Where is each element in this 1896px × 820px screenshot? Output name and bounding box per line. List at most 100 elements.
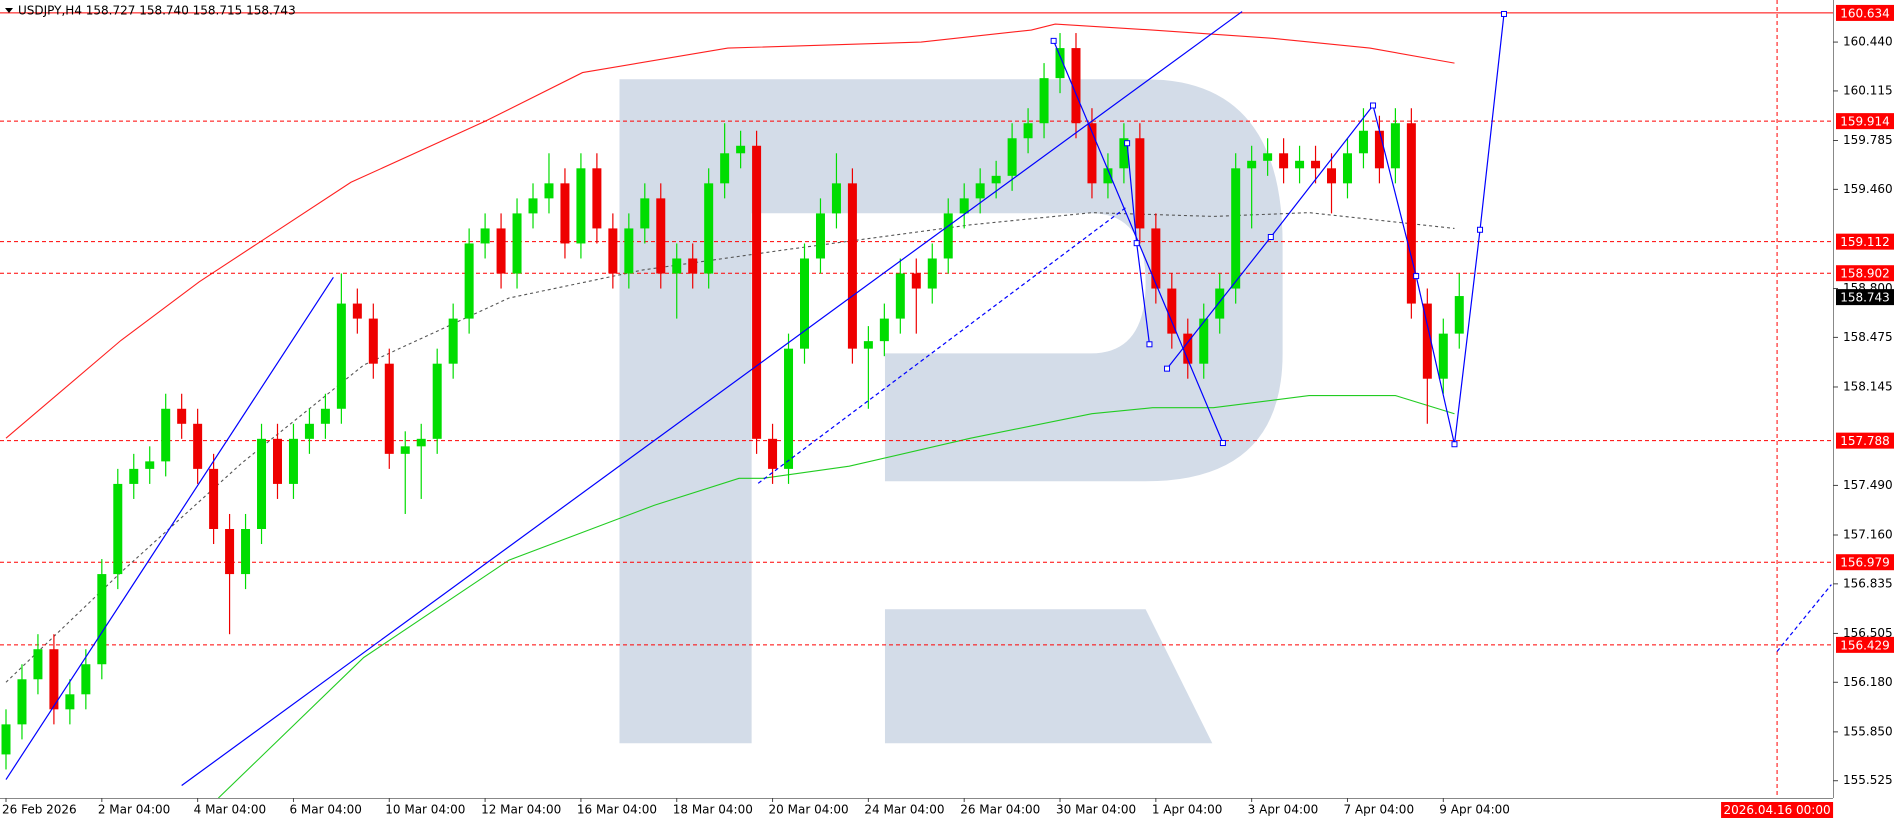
trend-drawing <box>181 11 1243 787</box>
drawing-point <box>1451 441 1458 448</box>
level-label-box <box>1836 554 1894 571</box>
candle-body <box>480 228 490 244</box>
x-tick-label: 30 Mar 04:00 <box>1056 803 1136 817</box>
candle-body <box>65 694 75 710</box>
candle-body <box>576 168 586 244</box>
drawing-point <box>1133 240 1140 247</box>
candle-body <box>991 175 1001 184</box>
candle-body <box>640 198 650 229</box>
candle-body <box>496 228 506 274</box>
drawing-point <box>1050 37 1057 44</box>
plot-area <box>0 0 1833 798</box>
candle-body <box>1327 168 1337 184</box>
candle-body <box>720 153 730 184</box>
candle-body <box>400 446 410 454</box>
last-price-label: 158.743 <box>1840 291 1890 305</box>
candle-body <box>1199 318 1209 364</box>
candle-body <box>352 303 362 319</box>
drawing-point <box>1219 440 1226 447</box>
candle-body <box>943 213 953 259</box>
x-tick-label: 20 Mar 04:00 <box>769 803 849 817</box>
x-tick-label: 10 Mar 04:00 <box>385 803 465 817</box>
candle-body <box>1342 153 1352 184</box>
candle-body <box>17 679 27 725</box>
y-tick-label: 157.160 <box>1843 528 1893 542</box>
candle-body <box>1247 160 1257 169</box>
candle-body <box>464 243 474 319</box>
drawing-point <box>1413 273 1420 280</box>
level-label-box <box>1836 233 1894 250</box>
x-tick-label: 12 Mar 04:00 <box>481 803 561 817</box>
drawing-point <box>1124 140 1131 147</box>
level-label-box <box>1836 4 1894 21</box>
y-tick-label: 157.490 <box>1843 478 1893 492</box>
candle-body <box>193 423 203 469</box>
candle-body <box>1279 153 1289 169</box>
candle-body <box>113 483 123 575</box>
candle-body <box>768 438 778 469</box>
candle-body <box>512 213 522 274</box>
candle-body <box>272 438 282 484</box>
candle-body <box>416 438 426 447</box>
candle-body <box>704 183 714 274</box>
candle-body <box>975 183 985 199</box>
candle-body <box>927 258 937 289</box>
x-tick-label: 24 Mar 04:00 <box>864 803 944 817</box>
x-tick-label: 18 Mar 04:00 <box>673 803 753 817</box>
x-tick-label: 1 Apr 04:00 <box>1152 803 1223 817</box>
watermark-r <box>619 79 1283 744</box>
candle-body <box>1087 123 1097 184</box>
candle-body <box>1007 138 1017 176</box>
date-marker-box <box>1721 802 1834 818</box>
y-tick-label: 159.460 <box>1843 182 1893 196</box>
candle-body <box>1263 153 1273 161</box>
candle-body <box>800 258 809 349</box>
level-label: 159.112 <box>1840 235 1890 249</box>
candle-body <box>656 198 666 274</box>
candle-body <box>608 228 618 274</box>
drawing-point <box>1164 365 1171 372</box>
candle-body <box>1183 333 1193 364</box>
candle-body <box>1 724 11 755</box>
candle-body <box>592 168 602 229</box>
level-label: 160.634 <box>1840 6 1890 20</box>
x-tick-label: 7 Apr 04:00 <box>1343 803 1414 817</box>
candle-body <box>1055 48 1065 79</box>
drawing-point <box>1370 102 1377 109</box>
candle-body <box>863 341 873 349</box>
last-price-label-box <box>1836 289 1894 306</box>
candle-body <box>1039 78 1049 124</box>
candle-body <box>1119 138 1129 169</box>
level-label-box <box>1836 113 1894 130</box>
candle-body <box>1231 168 1241 289</box>
candle-body <box>257 438 267 529</box>
candle-body <box>448 318 458 364</box>
level-label: 159.914 <box>1840 115 1890 129</box>
candle-body <box>672 258 682 274</box>
y-tick-label: 156.505 <box>1843 626 1893 640</box>
candle-body <box>752 145 762 439</box>
x-tick-label: 26 Mar 04:00 <box>960 803 1040 817</box>
y-tick-label: 155.850 <box>1843 724 1893 738</box>
candle-body <box>1422 303 1432 379</box>
candle-body <box>1135 138 1145 229</box>
candle-body <box>1023 123 1033 139</box>
level-label-box <box>1836 265 1894 282</box>
y-tick-label: 160.440 <box>1843 35 1893 49</box>
menu-arrow[interactable] <box>5 8 13 13</box>
drawing-point <box>1477 226 1484 233</box>
y-tick-label: 160.115 <box>1843 83 1893 97</box>
y-tick-label: 158.475 <box>1843 330 1893 344</box>
candle-body <box>1151 228 1161 289</box>
axes: 160.440160.115159.785159.460158.800158.4… <box>2 4 1894 818</box>
x-tick-label: 9 Apr 04:00 <box>1439 803 1510 817</box>
y-tick-label: 159.785 <box>1843 133 1893 147</box>
candle-body <box>81 664 91 695</box>
x-tick-label: 26 Feb 2026 <box>2 803 77 817</box>
y-tick-label: 156.180 <box>1843 675 1893 689</box>
candle-body <box>1295 160 1305 169</box>
candle-body <box>1406 123 1416 304</box>
candle-body <box>815 213 825 259</box>
candle-body <box>1438 333 1448 379</box>
